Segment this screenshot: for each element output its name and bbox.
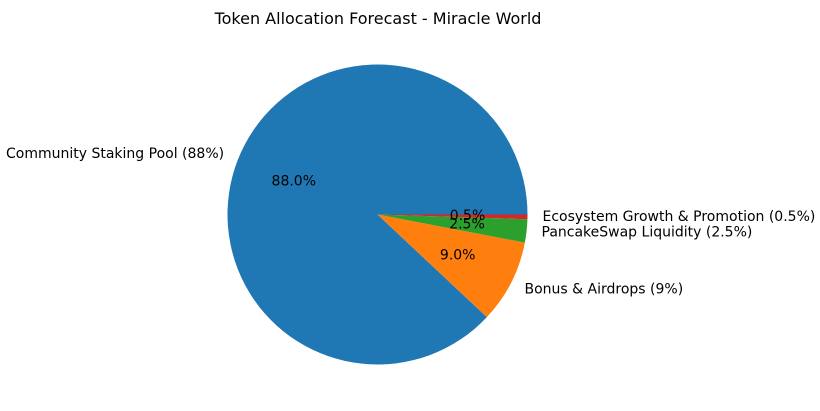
chart-title: Token Allocation Forecast - Miracle Worl… (214, 9, 542, 28)
percent-label-0: 88.0% (272, 173, 316, 189)
pie-slice-0 (227, 64, 528, 365)
pie-slice-2 (377, 214, 528, 243)
percent-label-3: 0.5% (450, 208, 486, 224)
pie-slice-1 (377, 214, 525, 318)
slice-label-3: Ecosystem Growth & Promotion (0.5%) (543, 209, 816, 225)
pie-wedges-group: 88.0% Community Staking Pool (88%) 9.0% Bon… (6, 64, 816, 365)
percent-label-2: 2.5% (449, 216, 485, 232)
pie-slice-3 (377, 214, 528, 220)
slice-label-2: PancakeSwap Liquidity (2.5%) (542, 225, 753, 241)
slice-label-1: Bonus & Airdrops (9%) (525, 281, 684, 297)
slice-label-0: Community Staking Pool (88%) (6, 146, 224, 162)
percent-label-1: 9.0% (440, 247, 476, 263)
